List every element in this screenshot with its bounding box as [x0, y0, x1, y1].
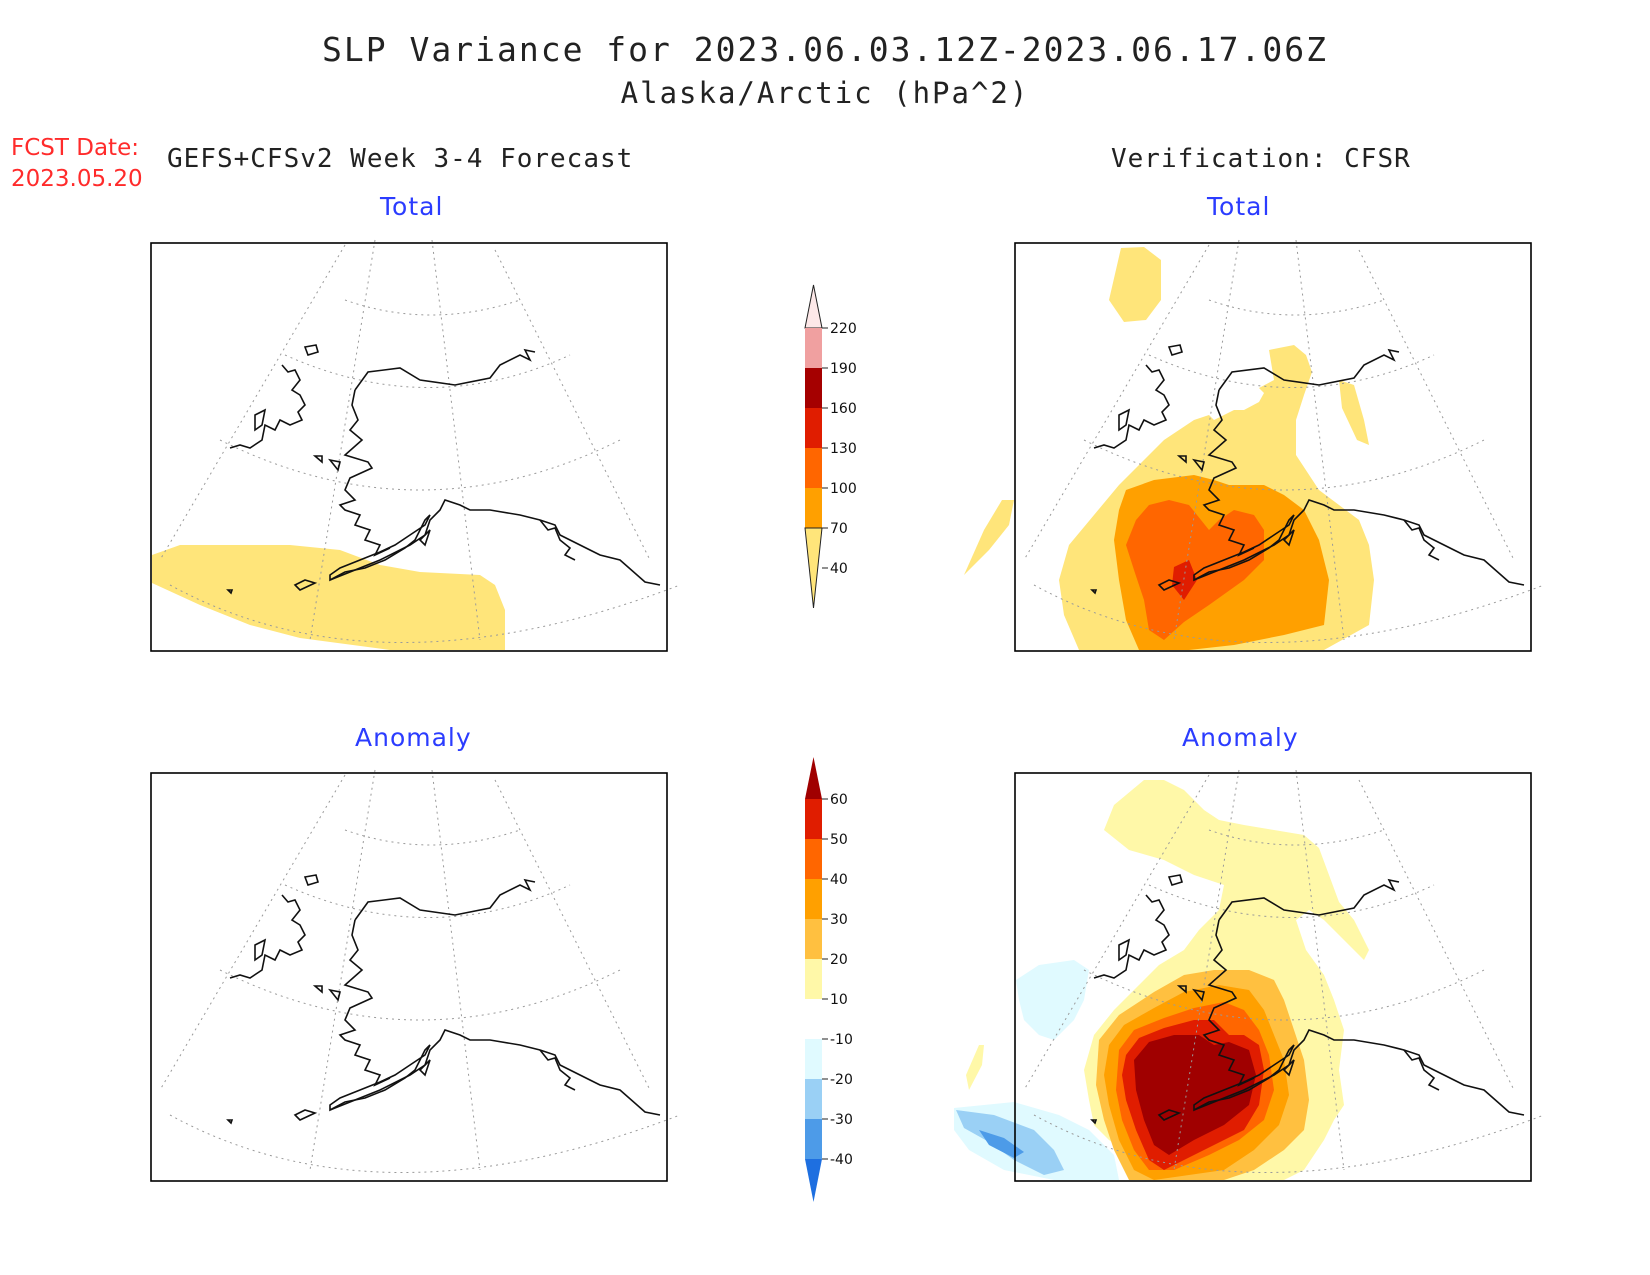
total-colorbar-swatch — [805, 328, 822, 368]
total-colorbar-tick-label: 160 — [830, 401, 857, 417]
anomaly-colorbar-tick-label: 60 — [830, 792, 848, 808]
forecast-anomaly-title: Anomaly — [355, 723, 472, 752]
anomaly-colorbar-tick-label: 10 — [830, 992, 848, 1008]
anomaly-colorbar-swatch — [805, 999, 822, 1039]
anomaly-colorbar-tick-label: -40 — [830, 1152, 853, 1168]
forecast-date-label: FCST Date: — [11, 135, 139, 161]
verification-total-title: Total — [1207, 192, 1271, 221]
anomaly-colorbar-top-triangle — [805, 757, 822, 799]
anomaly-colorbar-swatch — [805, 879, 822, 919]
anomaly-colorbar-swatch — [805, 1039, 822, 1079]
anomaly-colorbar-tick-label: -30 — [830, 1112, 853, 1128]
anomaly-colorbar-tick-label: -20 — [830, 1072, 853, 1088]
verification-column-header: Verification: CFSR — [1111, 144, 1411, 174]
verification-anomaly-shading — [954, 780, 1369, 1180]
total-colorbar-tick-label: 220 — [830, 321, 857, 337]
anomaly-colorbar-tick-label: 20 — [830, 952, 848, 968]
total-colorbar-tick-label: 40 — [830, 561, 848, 577]
total-colorbar-tick-label: 70 — [830, 521, 848, 537]
total-colorbar: 220 190 160 130 100 70 40 — [804, 284, 857, 609]
anomaly-colorbar-tick-label: 50 — [830, 832, 848, 848]
total-colorbar-swatch — [805, 488, 822, 528]
forecast-column-header: GEFS+CFSv2 Week 3-4 Forecast — [167, 144, 634, 174]
anomaly-colorbar-bottom-triangle — [805, 1159, 822, 1202]
forecast-date-value: 2023.05.20 — [11, 166, 143, 192]
total-colorbar-bottom-triangle — [804, 527, 823, 609]
anomaly-colorbar-swatch — [805, 919, 822, 959]
anomaly-colorbar-tick-label: 40 — [830, 872, 848, 888]
figure-subtitle: Alaska/Arctic (hPa^2) — [620, 76, 1030, 110]
forecast-total-map — [150, 239, 681, 652]
verification-anomaly-title: Anomaly — [1182, 723, 1299, 752]
total-colorbar-top-triangle — [804, 284, 823, 329]
forecast-total-title: Total — [380, 192, 444, 221]
verification-total-map — [964, 239, 1545, 652]
forecast-anomaly-map — [150, 769, 681, 1182]
anomaly-colorbar-swatch — [805, 839, 822, 879]
anomaly-colorbar-tick-label: -10 — [830, 1032, 853, 1048]
forecast-total-shading — [152, 545, 505, 650]
anomaly-colorbar-tick-label: 30 — [830, 912, 848, 928]
figure-title: SLP Variance for 2023.06.03.12Z-2023.06.… — [322, 30, 1328, 69]
total-colorbar-tick-label: 130 — [830, 441, 857, 457]
anomaly-colorbar-swatch — [805, 799, 822, 839]
anomaly-colorbar-swatch — [805, 1119, 822, 1159]
anomaly-colorbar-swatch — [805, 1079, 822, 1119]
total-colorbar-swatch — [805, 408, 822, 448]
verification-anomaly-map — [954, 769, 1545, 1182]
anomaly-colorbar-swatch — [805, 959, 822, 999]
anomaly-colorbar: 60 50 40 30 20 10 -10 -20 -30 -40 — [805, 757, 853, 1202]
total-colorbar-tick-label: 190 — [830, 361, 857, 377]
total-colorbar-swatch — [805, 448, 822, 488]
total-colorbar-tick-label: 100 — [830, 481, 857, 497]
total-colorbar-swatch — [805, 368, 822, 408]
